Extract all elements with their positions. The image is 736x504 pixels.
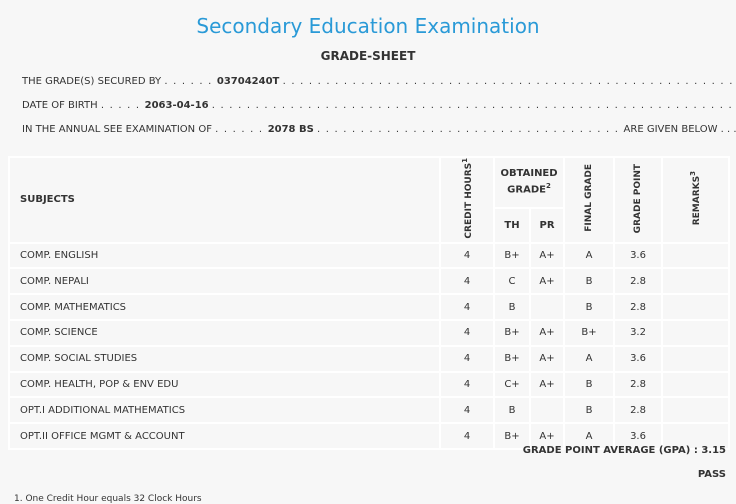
table-row: COMP. ENGLISH 4 B+ A+ A 3.6 xyxy=(8,241,731,270)
pr-grade-cell: A+ xyxy=(528,422,566,450)
footnote: 1. One Credit Hour equals 32 Clock Hours xyxy=(14,494,202,504)
final-grade-cell: A xyxy=(563,344,616,373)
pr-grade-cell xyxy=(528,396,566,425)
exam-line: IN THE ANNUAL SEE EXAMINATION OF . . . .… xyxy=(22,124,736,135)
gpa-value: 3.15 xyxy=(701,445,726,456)
gpa-label: GRADE POINT AVERAGE (GPA) : xyxy=(522,445,698,456)
remarks-cell xyxy=(661,241,731,270)
grade-point-cell: 2.8 xyxy=(613,396,664,425)
th-header: TH xyxy=(493,206,531,244)
grade-point-cell: 3.6 xyxy=(613,344,664,373)
grade-point-cell: 3.6 xyxy=(613,241,664,270)
subject-cell: OPT.II OFFICE MGMT & ACCOUNT xyxy=(8,422,441,450)
subject-cell: COMP. HEALTH, POP & ENV EDU xyxy=(8,370,441,399)
table-row: COMP. SOCIAL STUDIES 4 B+ A+ A 3.6 xyxy=(8,344,731,373)
pr-grade-cell: A+ xyxy=(528,318,566,347)
th-grade-cell: C xyxy=(493,267,531,296)
remarks-cell xyxy=(661,318,731,347)
table-row: COMP. NEPALI 4 C A+ B 2.8 xyxy=(8,267,731,296)
pr-grade-cell: A+ xyxy=(528,241,566,270)
grade-point-cell: 3.6 xyxy=(613,422,664,450)
final-grade-cell: B xyxy=(563,396,616,425)
final-grade-cell: A xyxy=(563,241,616,270)
grade-point-cell: 2.8 xyxy=(613,293,664,321)
exam-suffix: ARE GIVEN BELOW . . . xyxy=(623,124,736,135)
th-grade-cell: C+ xyxy=(493,370,531,399)
pr-grade-cell xyxy=(528,293,566,321)
grade-sheet-heading: GRADE-SHEET xyxy=(320,49,416,63)
dob-line: DATE OF BIRTH . . . . . 2063-04-16 . . .… xyxy=(22,100,736,111)
pr-grade-cell: A+ xyxy=(528,267,566,296)
table-row: COMP. MATHEMATICS 4 B B 2.8 xyxy=(8,293,731,321)
table-row: OPT.II OFFICE MGMT & ACCOUNT 4 B+ A+ A 3.6 xyxy=(8,422,731,450)
result-status: PASS xyxy=(697,469,726,480)
subjects-header: SUBJECTS xyxy=(8,156,441,244)
exam-year: 2078 BS xyxy=(267,124,314,135)
remarks-cell xyxy=(661,344,731,373)
pr-grade-cell: A+ xyxy=(528,344,566,373)
grade-point-cell: 2.8 xyxy=(613,267,664,296)
symbol-number: 03704240T xyxy=(216,76,280,87)
final-grade-cell: B xyxy=(563,267,616,296)
credit-cell: 4 xyxy=(439,370,495,399)
remarks-cell xyxy=(661,370,731,399)
subject-cell: COMP. NEPALI xyxy=(8,267,441,296)
pr-grade-cell: A+ xyxy=(528,370,566,399)
th-grade-cell: B+ xyxy=(493,422,531,450)
remarks-cell xyxy=(661,396,731,425)
subject-cell: COMP. SOCIAL STUDIES xyxy=(8,344,441,373)
credit-cell: 4 xyxy=(439,267,495,296)
credit-cell: 4 xyxy=(439,318,495,347)
credit-cell: 4 xyxy=(439,293,495,321)
subject-cell: COMP. SCIENCE xyxy=(8,318,441,347)
dob-label: DATE OF BIRTH xyxy=(22,100,98,111)
remarks-cell xyxy=(661,422,731,450)
secured-by-line: THE GRADE(S) SECURED BY . . . . . . 0370… xyxy=(22,76,736,87)
grade-point-cell: 2.8 xyxy=(613,370,664,399)
remarks-cell xyxy=(661,293,731,321)
final-grade-cell: A xyxy=(563,422,616,450)
remarks-header: REMARKS3 xyxy=(661,156,731,244)
th-grade-cell: B+ xyxy=(493,241,531,270)
final-grade-cell: B xyxy=(563,293,616,321)
credit-cell: 4 xyxy=(439,422,495,450)
subject-cell: COMP. MATHEMATICS xyxy=(8,293,441,321)
obtained-grade-header: OBTAINED GRADE2 xyxy=(492,156,566,209)
gpa-line: GRADE POINT AVERAGE (GPA) : 3.15 xyxy=(523,445,726,456)
dob-value: 2063-04-16 xyxy=(144,100,209,111)
final-grade-cell: B xyxy=(563,370,616,399)
secured-by-label: THE GRADE(S) SECURED BY xyxy=(22,76,162,87)
credit-cell: 4 xyxy=(439,396,495,425)
credit-cell: 4 xyxy=(439,344,495,373)
subject-cell: OPT.I ADDITIONAL MATHEMATICS xyxy=(8,396,441,425)
final-grade-header: FINAL GRADE xyxy=(563,156,616,244)
th-grade-cell: B xyxy=(493,293,531,321)
pr-header: PR xyxy=(528,206,566,244)
grade-table: SUBJECTS CREDIT HOURS1 OBTAINED GRADE2 F… xyxy=(8,156,731,450)
exam-label: IN THE ANNUAL SEE EXAMINATION OF xyxy=(22,124,212,135)
grade-point-header: GRADE POINT xyxy=(613,156,664,244)
grade-point-cell: 3.2 xyxy=(613,318,664,347)
th-grade-cell: B+ xyxy=(493,318,531,347)
table-row: OPT.I ADDITIONAL MATHEMATICS 4 B B 2.8 xyxy=(8,396,731,425)
page-title: Secondary Education Examination xyxy=(196,14,540,38)
th-grade-cell: B+ xyxy=(493,344,531,373)
subject-cell: COMP. ENGLISH xyxy=(8,241,441,270)
table-row: COMP. SCIENCE 4 B+ A+ B+ 3.2 xyxy=(8,318,731,347)
table-row: COMP. HEALTH, POP & ENV EDU 4 C+ A+ B 2.8 xyxy=(8,370,731,399)
credit-hours-header: CREDIT HOURS1 xyxy=(439,156,495,244)
credit-cell: 4 xyxy=(439,241,495,270)
final-grade-cell: B+ xyxy=(563,318,616,347)
remarks-cell xyxy=(661,267,731,296)
th-grade-cell: B xyxy=(493,396,531,425)
